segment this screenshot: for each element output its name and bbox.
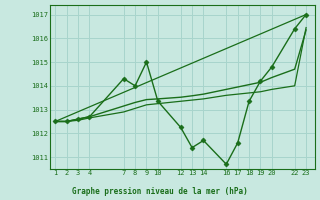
- Text: Graphe pression niveau de la mer (hPa): Graphe pression niveau de la mer (hPa): [72, 187, 248, 196]
